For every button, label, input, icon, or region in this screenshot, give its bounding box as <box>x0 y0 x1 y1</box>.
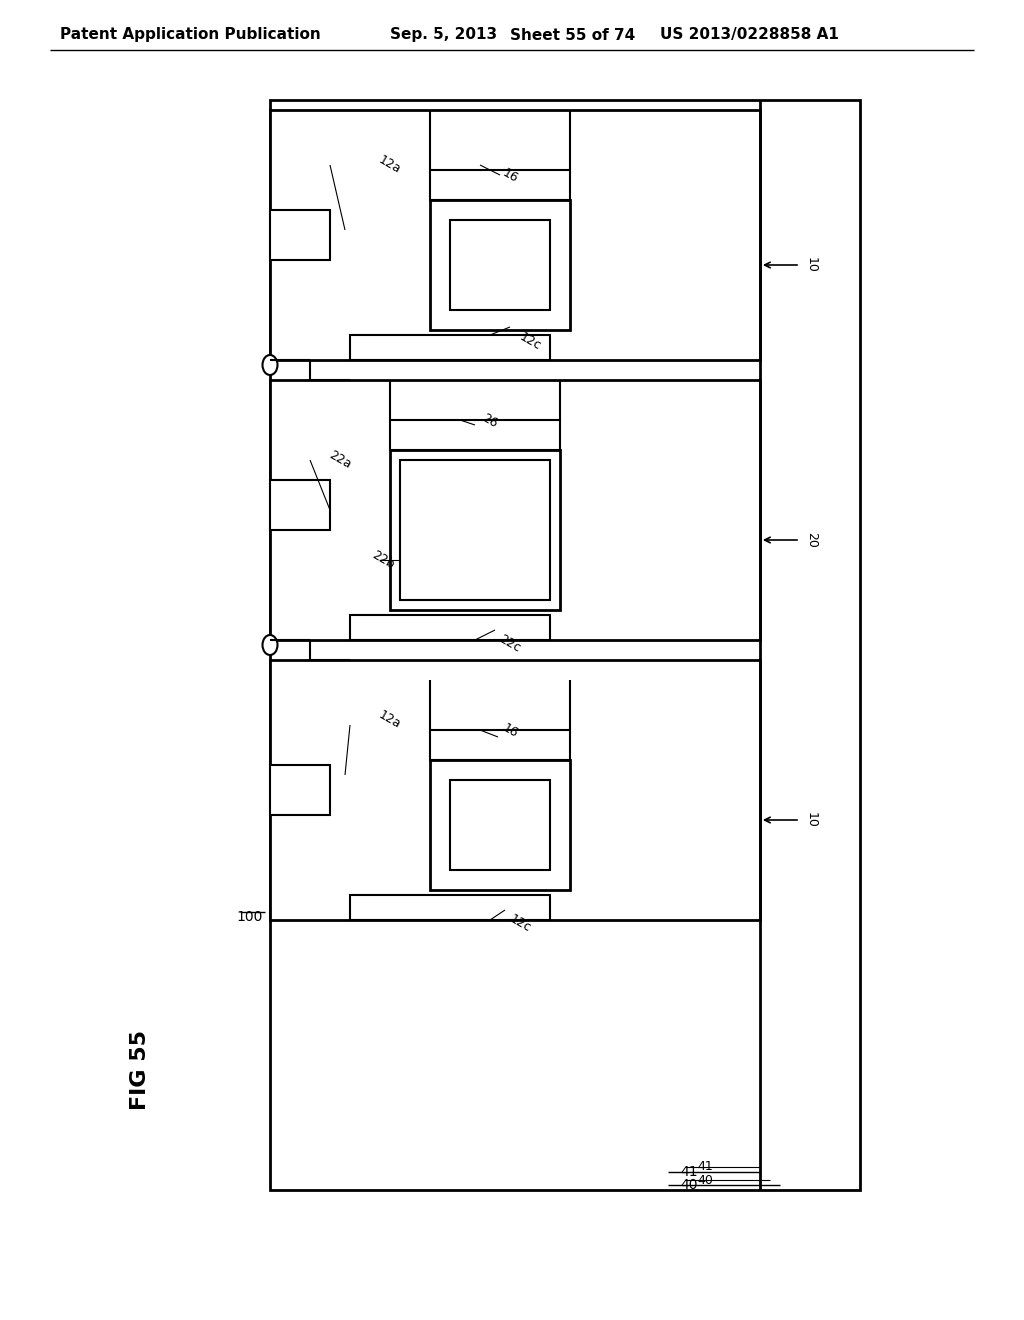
FancyBboxPatch shape <box>270 100 860 1191</box>
Text: 40: 40 <box>680 1177 697 1192</box>
FancyBboxPatch shape <box>450 780 550 870</box>
Text: 12a: 12a <box>377 153 403 177</box>
FancyBboxPatch shape <box>350 615 550 640</box>
Text: 12a: 12a <box>377 709 403 731</box>
FancyBboxPatch shape <box>270 380 760 640</box>
FancyBboxPatch shape <box>270 766 330 814</box>
Text: 20: 20 <box>805 532 818 548</box>
FancyBboxPatch shape <box>350 335 550 360</box>
Text: 41: 41 <box>680 1166 697 1179</box>
Text: 10: 10 <box>805 257 818 273</box>
Text: US 2013/0228858 A1: US 2013/0228858 A1 <box>660 28 839 42</box>
Text: 26: 26 <box>480 411 500 430</box>
Text: 12c: 12c <box>507 912 534 935</box>
FancyBboxPatch shape <box>430 760 570 890</box>
Text: FIG 55: FIG 55 <box>130 1030 150 1110</box>
Text: 16: 16 <box>500 721 520 741</box>
Text: Sep. 5, 2013: Sep. 5, 2013 <box>390 28 497 42</box>
FancyBboxPatch shape <box>450 220 550 310</box>
Text: 22c: 22c <box>497 632 523 655</box>
FancyBboxPatch shape <box>270 480 330 531</box>
Text: 40: 40 <box>697 1173 713 1187</box>
FancyBboxPatch shape <box>430 170 570 201</box>
Text: 41: 41 <box>697 1160 713 1173</box>
Ellipse shape <box>262 355 278 375</box>
FancyBboxPatch shape <box>270 210 330 260</box>
Text: 22a: 22a <box>327 449 353 471</box>
FancyBboxPatch shape <box>390 420 560 450</box>
FancyBboxPatch shape <box>430 730 570 760</box>
Ellipse shape <box>262 635 278 655</box>
Text: 100: 100 <box>237 909 263 924</box>
Text: Patent Application Publication: Patent Application Publication <box>60 28 321 42</box>
FancyBboxPatch shape <box>270 660 760 920</box>
FancyBboxPatch shape <box>400 459 550 601</box>
FancyBboxPatch shape <box>430 201 570 330</box>
FancyBboxPatch shape <box>270 110 760 360</box>
Text: 22b: 22b <box>370 549 397 572</box>
Text: 10: 10 <box>805 812 818 828</box>
FancyBboxPatch shape <box>350 895 550 920</box>
Text: Sheet 55 of 74: Sheet 55 of 74 <box>510 28 635 42</box>
Text: 12c: 12c <box>517 330 543 352</box>
Text: 16: 16 <box>500 166 520 185</box>
FancyBboxPatch shape <box>390 450 560 610</box>
